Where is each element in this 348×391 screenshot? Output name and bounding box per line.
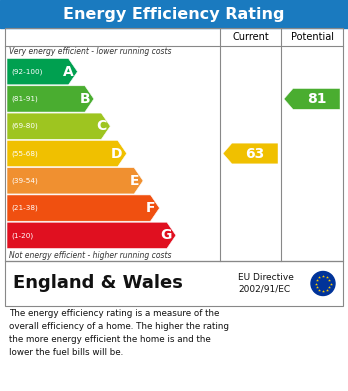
Bar <box>5 261 343 306</box>
Text: The energy efficiency rating is a measure of the
overall efficiency of a home. T: The energy efficiency rating is a measur… <box>9 309 229 357</box>
Polygon shape <box>284 88 340 109</box>
Text: C: C <box>96 119 106 133</box>
Polygon shape <box>7 168 143 194</box>
Polygon shape <box>7 59 78 85</box>
Bar <box>0 0 348 28</box>
Text: Energy Efficiency Rating: Energy Efficiency Rating <box>63 7 285 22</box>
Text: F: F <box>146 201 156 215</box>
Text: Very energy efficient - lower running costs: Very energy efficient - lower running co… <box>9 47 172 57</box>
Text: (81-91): (81-91) <box>11 96 38 102</box>
Text: B: B <box>79 92 90 106</box>
Text: Potential: Potential <box>291 32 333 42</box>
Circle shape <box>311 271 335 296</box>
Text: (55-68): (55-68) <box>11 150 38 157</box>
Polygon shape <box>7 222 176 249</box>
Polygon shape <box>7 86 94 112</box>
Text: Not energy efficient - higher running costs: Not energy efficient - higher running co… <box>9 251 172 260</box>
Text: (1-20): (1-20) <box>11 232 33 239</box>
Text: (21-38): (21-38) <box>11 205 38 211</box>
Text: EU Directive: EU Directive <box>238 273 294 282</box>
Polygon shape <box>7 113 110 139</box>
Text: A: A <box>63 65 73 79</box>
Text: Current: Current <box>232 32 269 42</box>
Text: G: G <box>160 228 172 242</box>
Text: 63: 63 <box>245 147 264 160</box>
Polygon shape <box>223 143 278 164</box>
Text: England & Wales: England & Wales <box>13 274 183 292</box>
Polygon shape <box>7 140 127 167</box>
Text: E: E <box>129 174 139 188</box>
Polygon shape <box>7 195 159 221</box>
Text: 2002/91/EC: 2002/91/EC <box>238 285 290 294</box>
Text: (92-100): (92-100) <box>11 68 42 75</box>
Text: (39-54): (39-54) <box>11 178 38 184</box>
Text: (69-80): (69-80) <box>11 123 38 129</box>
Text: D: D <box>111 147 123 160</box>
Bar <box>5 28 343 261</box>
Text: 81: 81 <box>307 92 326 106</box>
